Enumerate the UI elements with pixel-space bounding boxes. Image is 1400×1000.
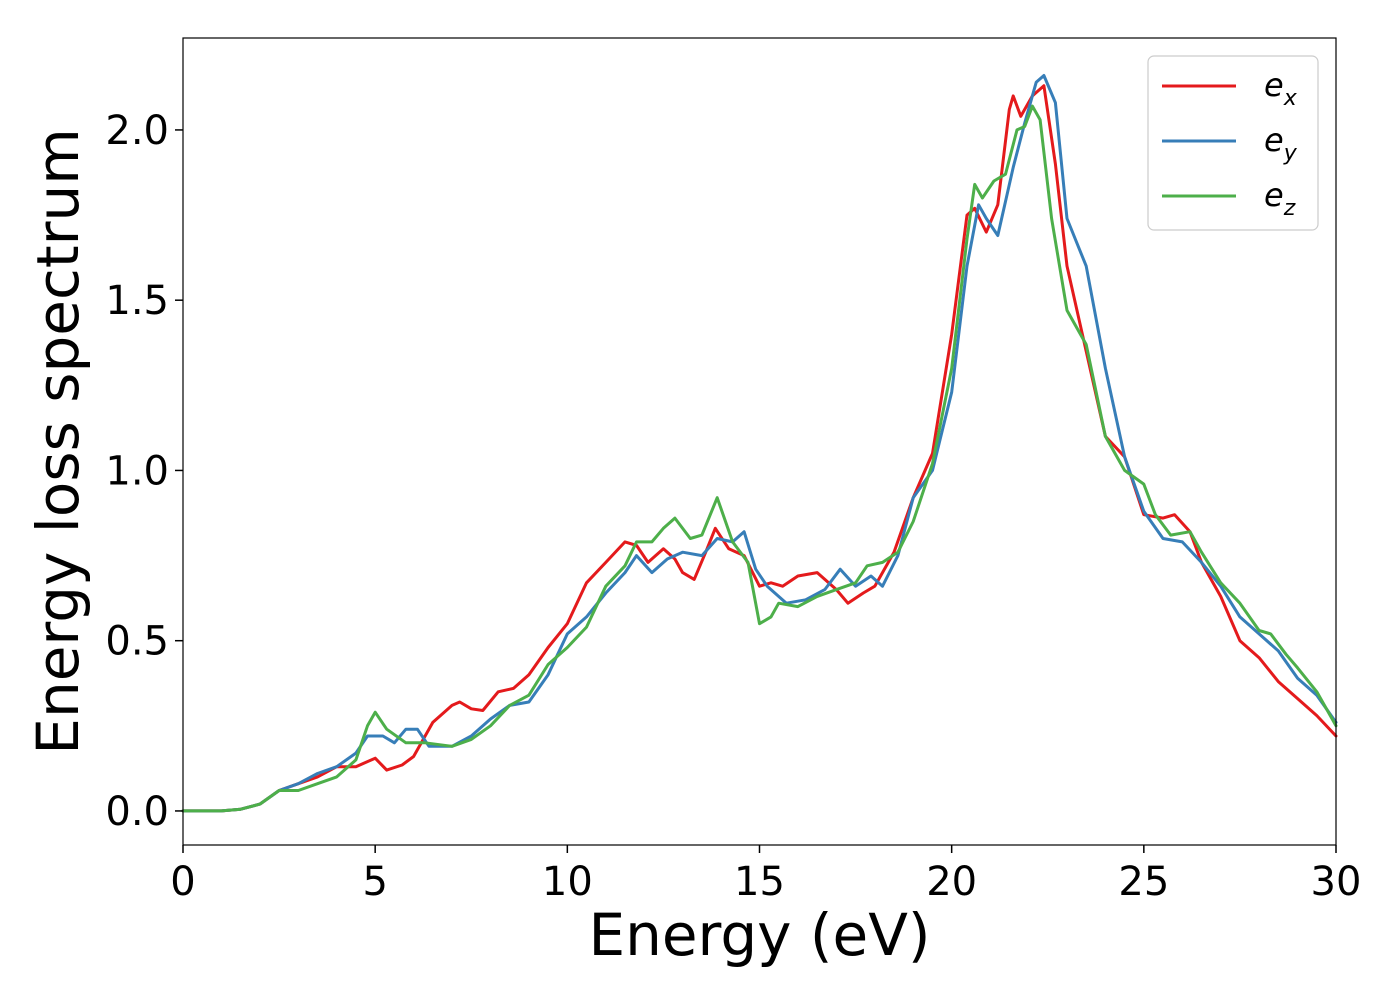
x-axis-label: Energy (eV)	[588, 901, 930, 969]
y-tick-label: 0.5	[105, 619, 169, 665]
legend-label-ey: ey	[1264, 121, 1298, 166]
legend-label-subscript: z	[1283, 196, 1296, 221]
legend-label-subscript: x	[1283, 86, 1298, 111]
x-tick-label: 5	[362, 859, 387, 905]
x-tick-label: 20	[926, 859, 977, 905]
legend-label-ex: ex	[1264, 66, 1298, 111]
x-tick-label: 0	[170, 859, 195, 905]
y-tick-label: 1.5	[105, 278, 169, 324]
series-line-ey	[181, 74, 1338, 813]
legend-box	[1147, 55, 1319, 231]
legend-label-ez: ez	[1264, 176, 1296, 221]
x-tick-label: 10	[542, 859, 593, 905]
y-tick-label: 2.0	[105, 108, 169, 154]
x-tick-label: 25	[1118, 859, 1169, 905]
legend-label-subscript: y	[1283, 141, 1298, 166]
series-line-ex	[181, 84, 1338, 813]
legend-label-base: e	[1264, 121, 1284, 159]
x-tick-label: 30	[1311, 859, 1362, 905]
series-layer	[181, 74, 1338, 813]
y-tick-label: 1.0	[105, 448, 169, 494]
series-line-ez	[181, 104, 1338, 813]
y-axis-label: Energy loss spectrum	[24, 128, 92, 754]
y-axis-ticks: 0.0 0.5 1.0 1.5 2.0	[105, 108, 183, 835]
x-axis-ticks: 0 5 10 15 20 25 30	[170, 845, 1361, 905]
legend-label-base: e	[1264, 66, 1284, 104]
legend-label-base: e	[1264, 176, 1284, 214]
y-tick-label: 0.0	[105, 789, 169, 835]
x-tick-label: 15	[734, 859, 785, 905]
